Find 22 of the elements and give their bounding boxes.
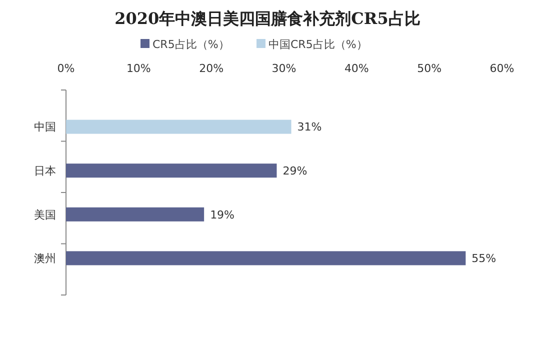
x-tick-label: 30% [272,62,296,75]
x-tick-label: 60% [490,62,514,75]
legend-label: CR5占比（%） [152,38,230,51]
y-tick-label: 日本 [34,164,56,178]
data-label: 29% [282,164,308,178]
x-tick-label: 20% [199,62,224,75]
data-label: 55% [472,252,496,266]
bar [66,164,277,178]
legend-label: 中国CR5占比（%） [268,38,368,51]
y-tick-label: 中国 [34,120,56,134]
bar [66,251,466,266]
data-label: 31% [297,120,322,134]
y-tick-label: 美国 [34,208,56,222]
data-label: 19% [210,208,235,222]
x-tick-label: 40% [344,62,369,75]
y-tick-label: 澳州 [34,252,56,266]
x-tick-label: 0% [57,62,75,75]
x-tick-label: 50% [417,62,442,75]
bar [66,120,292,134]
bar [66,207,204,222]
x-tick-label: 10% [126,62,151,75]
chart-title: 2020年中澳日美四国膳食补充剂CR5占比 [114,9,420,28]
